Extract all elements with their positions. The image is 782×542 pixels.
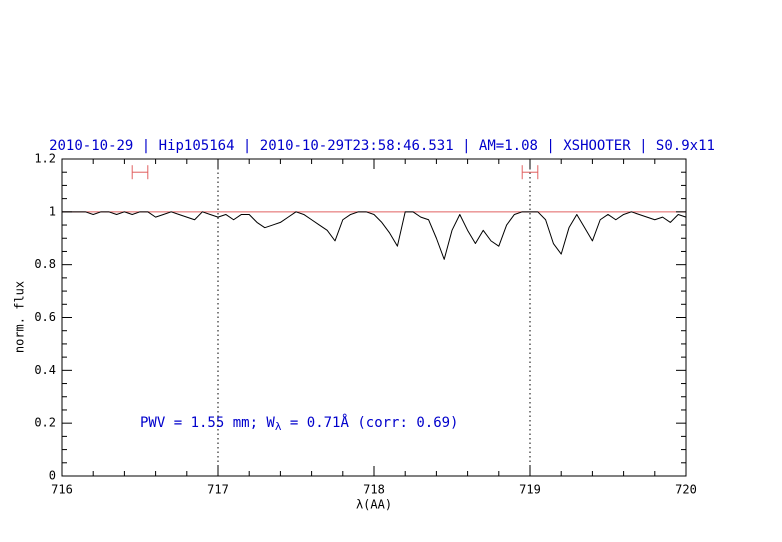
annotation-part: λ: [275, 420, 282, 433]
y-tick-label: 0.6: [34, 310, 56, 324]
spectrum-line: [62, 211, 687, 260]
y-axis-label: norm. flux: [13, 281, 27, 353]
annotation-part: PWV = 1.55 mm; W: [140, 415, 275, 431]
y-tick-label: 1: [49, 204, 56, 218]
x-tick-label: 720: [675, 483, 697, 497]
y-tick-label: 0.4: [34, 363, 56, 377]
annotation: PWV = 1.55 mm; Wλ = 0.71Å (corr: 0.69): [140, 414, 459, 433]
chart-title: 2010-10-29 | Hip105164 | 2010-10-29T23:5…: [49, 138, 715, 154]
y-tick-label: 0.2: [34, 416, 56, 430]
x-tick-label: 719: [519, 483, 541, 497]
interval: [131, 165, 149, 180]
y-tick-label: 0: [49, 469, 56, 483]
x-axis-label: λ(AA): [356, 498, 392, 512]
y-tick-label: 0.8: [34, 257, 56, 271]
x-tick-label: 718: [363, 483, 385, 497]
interval: [521, 165, 539, 180]
annotation-part: = 0.71Å (corr: 0.69): [281, 414, 458, 431]
x-tick-label: 716: [51, 483, 73, 497]
x-tick-label: 717: [207, 483, 229, 497]
y-tick-label: 1.2: [34, 152, 56, 166]
